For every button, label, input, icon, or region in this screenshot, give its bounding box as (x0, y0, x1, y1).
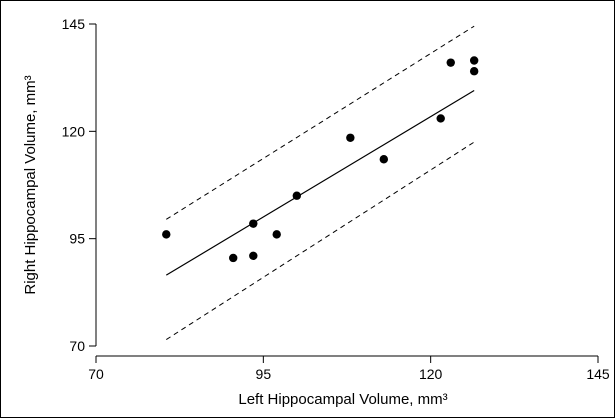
y-tick-label: 70 (69, 338, 85, 354)
fit-line (165, 90, 475, 276)
data-point (229, 253, 238, 263)
data-point (469, 67, 479, 76)
band-line-upper (166, 25, 475, 220)
data-point (436, 114, 445, 123)
data-point (446, 58, 455, 67)
band-line-lower (166, 141, 475, 340)
data-point (346, 133, 355, 142)
axes (89, 23, 599, 363)
x-tick-label: 70 (88, 366, 104, 382)
data-points (162, 56, 479, 263)
y-tick-label: 145 (62, 16, 86, 32)
x-axis-label: Left Hippocampal Volume, mm³ (238, 391, 447, 408)
data-point (272, 230, 281, 239)
regression-fit (165, 90, 475, 276)
data-point (249, 251, 258, 261)
data-point (249, 219, 258, 228)
data-point (379, 155, 389, 164)
x-tick-label: 120 (419, 366, 443, 382)
x-tick-label: 145 (586, 366, 610, 382)
prediction-band (166, 25, 475, 340)
data-point (292, 191, 301, 200)
y-tick-label: 120 (62, 123, 86, 139)
data-point (469, 56, 479, 65)
y-axis-label: Right Hippocampal Volume, mm³ (22, 75, 39, 294)
x-tick-label: 95 (256, 366, 272, 382)
y-tick-label: 95 (69, 231, 85, 247)
data-point (162, 230, 171, 239)
tick-labels: 70 95 120 145 70 95 120 145 (62, 16, 610, 382)
